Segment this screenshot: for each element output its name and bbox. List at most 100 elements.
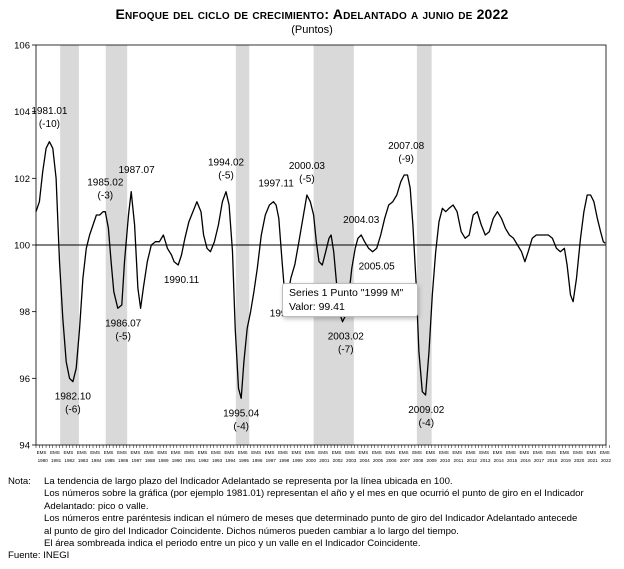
x-year-label: 1995 xyxy=(239,458,250,463)
x-month-label: E xyxy=(265,450,268,455)
x-month-label: S xyxy=(298,450,301,455)
x-year-label: 2000 xyxy=(306,458,317,463)
x-month-label: M xyxy=(80,450,84,455)
x-year-label: 1998 xyxy=(279,458,290,463)
x-month-label: E xyxy=(37,450,40,455)
x-month-label: E xyxy=(318,450,321,455)
x-month-label: M xyxy=(522,450,526,455)
x-month-label: E xyxy=(238,450,241,455)
x-month-label: M xyxy=(294,450,298,455)
x-month-label: S xyxy=(57,450,60,455)
x-year-label: 1985 xyxy=(105,458,116,463)
note-line: al punto de giro del Indicador Coinciden… xyxy=(44,525,459,537)
x-year-label: 2021 xyxy=(587,458,598,463)
x-month-label: S xyxy=(392,450,395,455)
x-month-label: M xyxy=(147,450,151,455)
x-year-label: 2019 xyxy=(561,458,572,463)
x-month-label: S xyxy=(137,450,140,455)
x-month-label: S xyxy=(593,450,596,455)
tooltip-series-point: Series 1 Punto "1999 M" xyxy=(289,287,404,299)
x-year-label: 2016 xyxy=(520,458,531,463)
x-month-label: E xyxy=(466,450,469,455)
x-month-label: S xyxy=(177,450,180,455)
x-month-label: E xyxy=(560,450,563,455)
x-month-label: S xyxy=(513,450,516,455)
x-month-label: E xyxy=(506,450,509,455)
x-month-label: E xyxy=(224,450,227,455)
x-month-label: E xyxy=(372,450,375,455)
x-month-label: S xyxy=(540,450,543,455)
x-year-label: 1988 xyxy=(145,458,156,463)
x-month-label: S xyxy=(379,450,382,455)
chart-title: Enfoque del ciclo de crecimiento: Adelan… xyxy=(115,6,509,22)
x-month-label: S xyxy=(258,450,261,455)
x-month-label: M xyxy=(402,450,406,455)
x-month-label: M xyxy=(335,450,339,455)
turning-point-lag: (-4) xyxy=(233,421,249,432)
x-month-label: S xyxy=(446,450,449,455)
x-year-label: 1983 xyxy=(78,458,89,463)
y-tick-label: 98 xyxy=(19,307,30,318)
x-month-label: E xyxy=(171,450,174,455)
x-month-label: S xyxy=(473,450,476,455)
x-year-label: 2017 xyxy=(534,458,545,463)
x-month-label: E xyxy=(573,450,576,455)
x-month-label: E xyxy=(63,450,66,455)
x-month-label: M xyxy=(134,450,138,455)
x-month-label: E xyxy=(385,450,388,455)
x-month-label: E xyxy=(198,450,201,455)
turning-point-lag: (-5) xyxy=(115,331,131,342)
x-year-label: 2011 xyxy=(454,458,464,463)
x-month-label: S xyxy=(365,450,368,455)
x-month-label: E xyxy=(519,450,522,455)
x-month-label: S xyxy=(459,450,462,455)
x-year-label: 2001 xyxy=(319,458,330,463)
x-month-label: M xyxy=(576,450,580,455)
turning-point-label: 1981.01 xyxy=(31,106,68,117)
x-month-label: E xyxy=(479,450,482,455)
x-month-label: E xyxy=(104,450,107,455)
x-month-label: E xyxy=(144,450,147,455)
x-month-label: M xyxy=(563,450,567,455)
x-month-label: E xyxy=(211,450,214,455)
turning-point-lag: (-3) xyxy=(98,191,114,202)
turning-point-lag: (-9) xyxy=(398,154,414,165)
x-year-label: 2002 xyxy=(333,458,344,463)
x-year-label: 1984 xyxy=(91,458,102,463)
x-month-label: S xyxy=(97,450,100,455)
x-month-label: M xyxy=(120,450,124,455)
x-year-label: 2008 xyxy=(413,458,424,463)
x-month-label: M xyxy=(187,450,191,455)
x-month-label: E xyxy=(332,450,335,455)
x-month-label: S xyxy=(486,450,489,455)
x-month-label: S xyxy=(191,450,194,455)
turning-point-label: 2003.02 xyxy=(328,332,365,343)
x-month-label: M xyxy=(603,450,607,455)
x-month-label: M xyxy=(227,450,231,455)
x-month-label: E xyxy=(291,450,294,455)
x-year-label: 2007 xyxy=(400,458,411,463)
x-month-label: M xyxy=(469,450,473,455)
x-month-label: E xyxy=(117,450,120,455)
x-month-label: E xyxy=(131,450,134,455)
x-month-label: S xyxy=(124,450,127,455)
x-month-label: M xyxy=(348,450,352,455)
turning-point-lag: (-5) xyxy=(218,171,234,182)
x-year-label: 1994 xyxy=(225,458,236,463)
note-line: Los números sobre la gráfica (por ejempl… xyxy=(44,488,584,500)
x-month-label: S xyxy=(231,450,234,455)
x-year-label: 2004 xyxy=(359,458,370,463)
x-year-label: 1993 xyxy=(212,458,223,463)
x-year-label: 2005 xyxy=(373,458,384,463)
x-month-label: S xyxy=(285,450,288,455)
x-month-label: M xyxy=(509,450,513,455)
x-month-label: E xyxy=(546,450,549,455)
x-month-label: S xyxy=(338,450,341,455)
x-month-label: E xyxy=(412,450,415,455)
x-month-label: S xyxy=(218,450,221,455)
x-year-label: 1980 xyxy=(38,458,49,463)
turning-point-label: 1986.07 xyxy=(105,318,142,329)
notes-label: Nota: xyxy=(8,476,31,487)
x-month-label: E xyxy=(77,450,80,455)
